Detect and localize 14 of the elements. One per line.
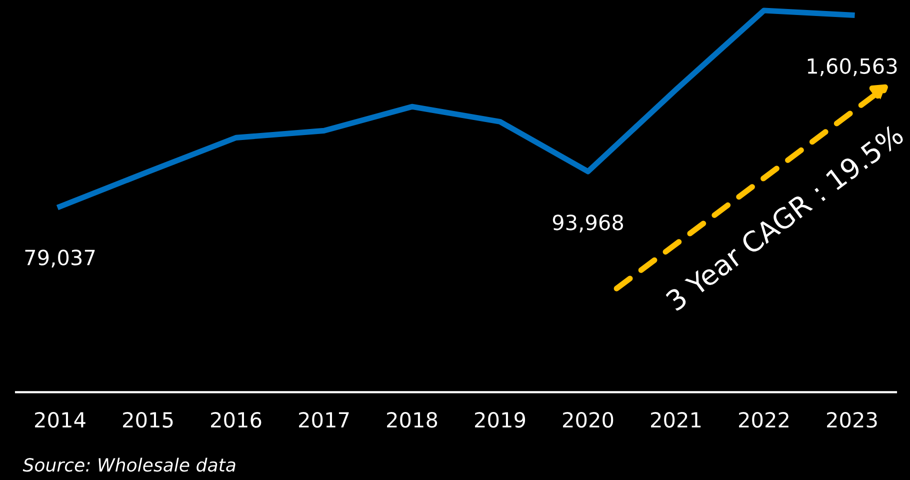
x-tick-label: 2022 xyxy=(739,412,788,428)
source-note: Source: Wholesale data xyxy=(22,458,236,472)
data-label: 1,60,563 xyxy=(808,58,897,76)
x-tick-label: 2019 xyxy=(475,412,526,428)
x-tick-label: 2017 xyxy=(299,412,349,428)
x-tick-label: 2021 xyxy=(651,412,701,428)
x-tick-label: 2016 xyxy=(211,412,262,428)
x-tick-label: 2014 xyxy=(35,412,86,428)
x-tick-label: 2020 xyxy=(563,412,614,428)
x-tick-label: 2015 xyxy=(123,412,173,428)
data-label: 79,037 xyxy=(25,250,95,268)
data-label: 93,968 xyxy=(552,214,624,232)
x-tick-label: 2023 xyxy=(827,412,877,428)
x-tick-label: 2018 xyxy=(387,412,438,428)
